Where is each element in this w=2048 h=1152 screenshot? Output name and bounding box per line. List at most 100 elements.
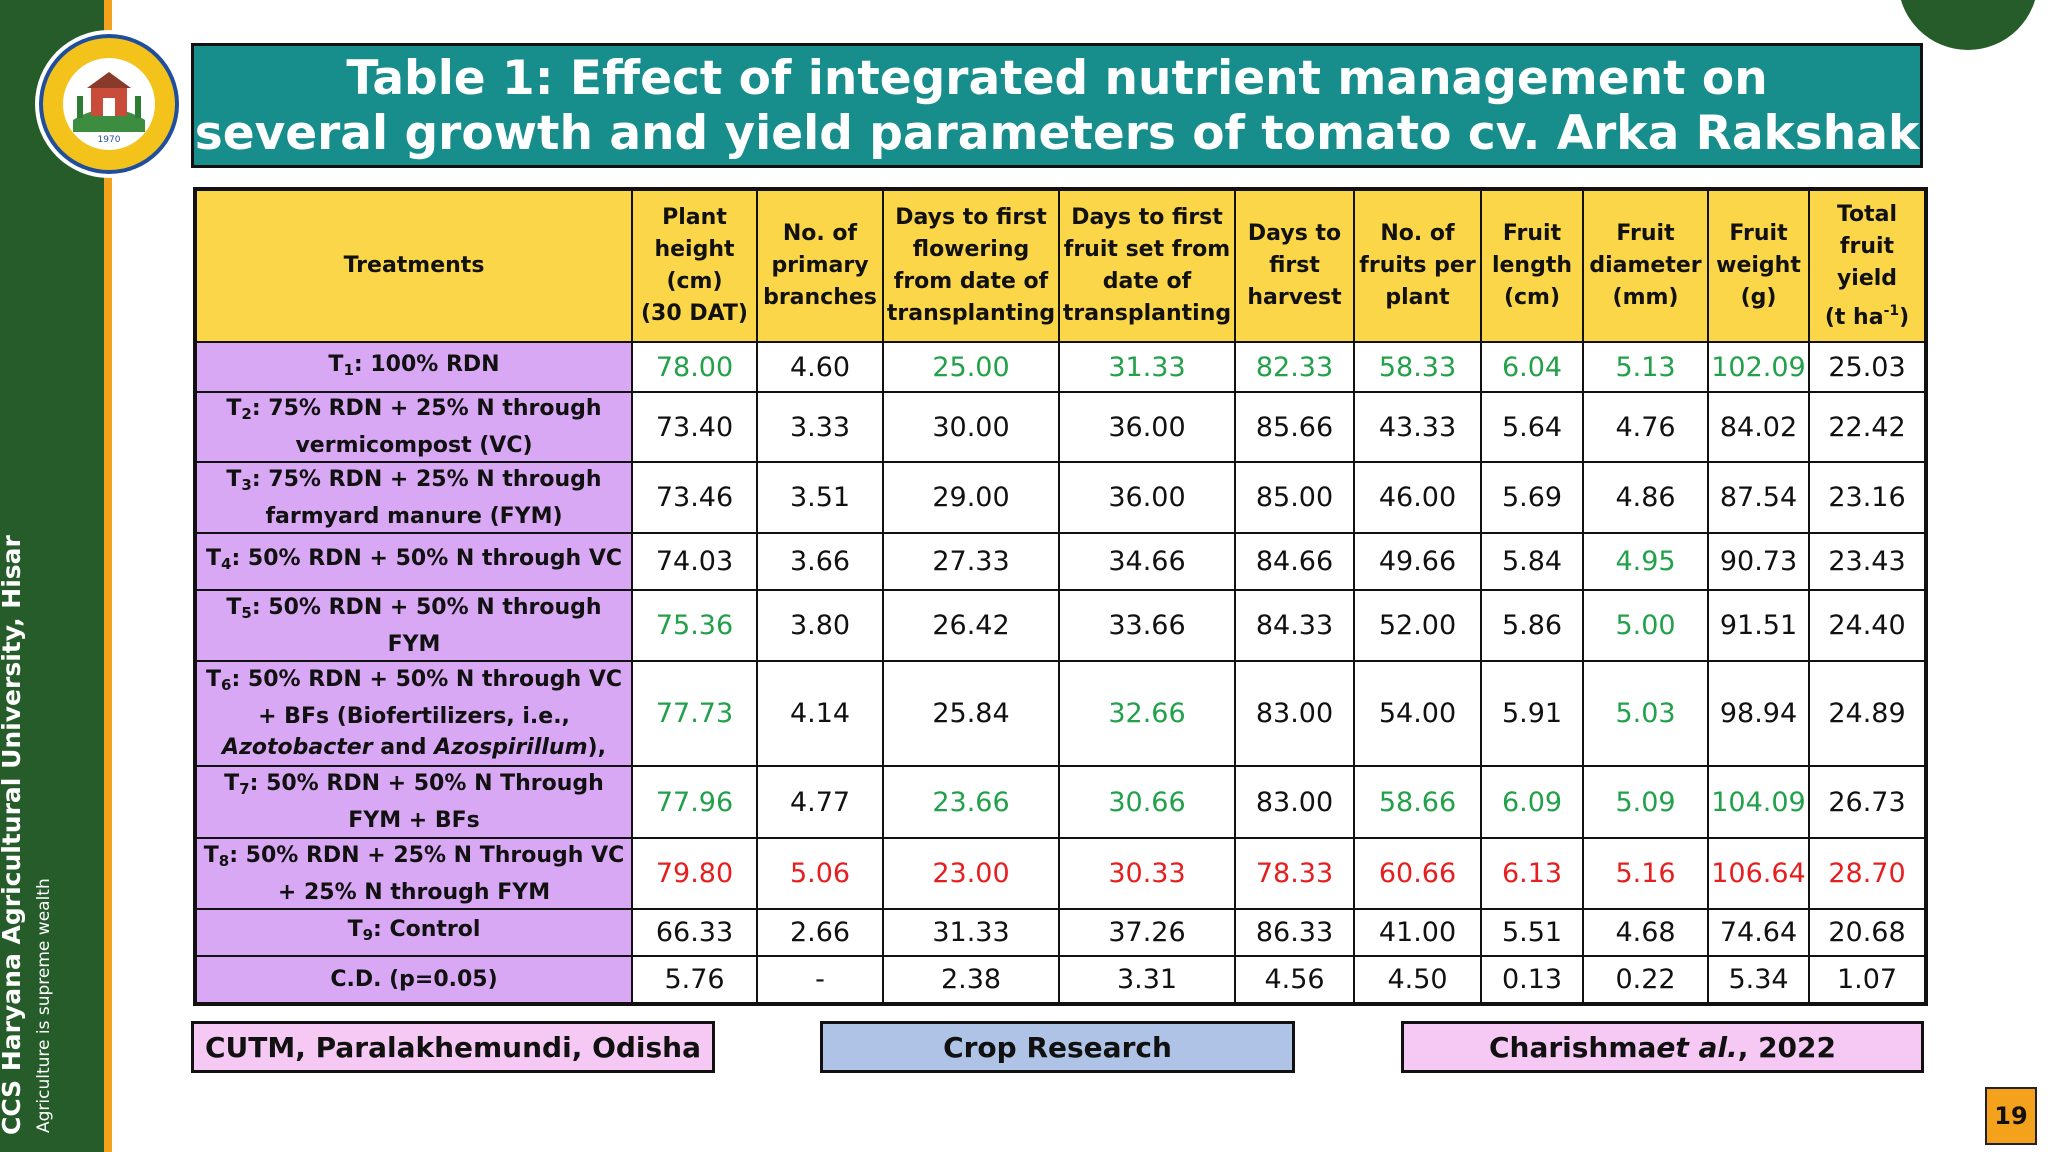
value-cell: 34.66 [1058, 532, 1236, 591]
table-row: T3: 75% RDN + 25% N through farmyard manu… [194, 461, 1927, 534]
value-cell: 23.66 [882, 765, 1060, 839]
value-cell: 49.66 [1353, 532, 1482, 591]
treatment-cell: T3: 75% RDN + 25% N through farmyard manu… [194, 461, 633, 534]
value-cell: 78.00 [631, 341, 758, 393]
value-cell: 36.00 [1058, 391, 1236, 463]
header-fruit-length: Fruit length (cm) [1480, 188, 1584, 343]
value-cell: 5.03 [1582, 660, 1709, 767]
table-row: T6: 50% RDN + 50% N through VC + BFs (Bio… [194, 660, 1927, 767]
value-cell: 29.00 [882, 461, 1060, 534]
table-row: T9: Control 66.33 2.66 31.33 37.26 86.33… [194, 908, 1927, 957]
header-days-flowering: Days to first flowering from date of transp… [882, 188, 1060, 343]
value-cell: 28.70 [1808, 837, 1927, 910]
value-cell: 86.33 [1234, 908, 1355, 957]
value-cell: 3.33 [756, 391, 884, 463]
value-cell: 41.00 [1353, 908, 1482, 957]
value-cell: 22.42 [1808, 391, 1927, 463]
treatment-cell: T2: 75% RDN + 25% N through vermicompost … [194, 391, 633, 463]
value-cell: 84.33 [1234, 589, 1355, 662]
value-cell: 52.00 [1353, 589, 1482, 662]
journal-label: Crop Research [820, 1021, 1295, 1073]
value-cell: 30.66 [1058, 765, 1236, 839]
value-cell: 5.34 [1707, 955, 1810, 1005]
value-cell: 82.33 [1234, 341, 1355, 393]
value-cell: 85.00 [1234, 461, 1355, 534]
value-cell: 85.66 [1234, 391, 1355, 463]
value-cell: 27.33 [882, 532, 1060, 591]
value-cell: 106.64 [1707, 837, 1810, 910]
value-cell: 5.13 [1582, 341, 1709, 393]
table-row: C.D. (p=0.05) 5.76 - 2.38 3.31 4.56 4.50… [194, 955, 1927, 1005]
results-table: Treatments Plant height (cm) (30 DAT) No. o… [193, 187, 1928, 1006]
header-days-fruit-set: Days to first fruit set from date of transp… [1058, 188, 1236, 343]
value-cell: 3.31 [1058, 955, 1236, 1005]
header-treatments: Treatments [194, 188, 633, 343]
value-cell: 31.33 [882, 908, 1060, 957]
institution-label: CUTM, Paralakhemundi, Odisha [191, 1021, 715, 1073]
value-cell: 3.80 [756, 589, 884, 662]
value-cell: 58.66 [1353, 765, 1482, 839]
value-cell: 74.03 [631, 532, 758, 591]
value-cell: 25.00 [882, 341, 1060, 393]
treatment-cell: T6: 50% RDN + 50% N through VC + BFs (Bio… [194, 660, 633, 767]
value-cell: 4.86 [1582, 461, 1709, 534]
value-cell: 5.76 [631, 955, 758, 1005]
value-cell: 3.51 [756, 461, 884, 534]
value-cell: 32.66 [1058, 660, 1236, 767]
header-fruit-weight: Fruit weight (g) [1707, 188, 1810, 343]
header-primary-branches: No. of primary branches [756, 188, 884, 343]
value-cell: 87.54 [1707, 461, 1810, 534]
value-cell: 24.40 [1808, 589, 1927, 662]
value-cell: 4.50 [1353, 955, 1482, 1005]
value-cell: 5.06 [756, 837, 884, 910]
value-cell: 4.60 [756, 341, 884, 393]
university-logo-icon: 1970 [35, 30, 183, 178]
value-cell: 26.73 [1808, 765, 1927, 839]
table-row: T8: 50% RDN + 25% N Through VC + 25% N th… [194, 837, 1927, 910]
value-cell: 4.68 [1582, 908, 1709, 957]
table-header-row: Treatments Plant height (cm) (30 DAT) No. o… [194, 188, 1927, 343]
table-row: T7: 50% RDN + 50% N Through FYM + BFs 77.… [194, 765, 1927, 839]
value-cell: 58.33 [1353, 341, 1482, 393]
value-cell: 74.64 [1707, 908, 1810, 957]
value-cell: 46.00 [1353, 461, 1482, 534]
value-cell: 30.33 [1058, 837, 1236, 910]
value-cell: 30.00 [882, 391, 1060, 463]
table-row: T1: 100% RDN 78.00 4.60 25.00 31.33 82.3… [194, 341, 1927, 393]
value-cell: 75.36 [631, 589, 758, 662]
value-cell: 37.26 [1058, 908, 1236, 957]
value-cell: 91.51 [1707, 589, 1810, 662]
header-fruit-diameter: Fruit diameter (mm) [1582, 188, 1709, 343]
value-cell: 4.14 [756, 660, 884, 767]
value-cell: 66.33 [631, 908, 758, 957]
value-cell: 24.89 [1808, 660, 1927, 767]
value-cell: 4.56 [1234, 955, 1355, 1005]
value-cell: 73.46 [631, 461, 758, 534]
value-cell: 6.09 [1480, 765, 1584, 839]
value-cell: 77.96 [631, 765, 758, 839]
value-cell: 2.66 [756, 908, 884, 957]
value-cell: 4.76 [1582, 391, 1709, 463]
value-cell: 5.86 [1480, 589, 1584, 662]
table-row: T5: 50% RDN + 50% N through FYM 75.36 3.8… [194, 589, 1927, 662]
treatment-cell: C.D. (p=0.05) [194, 955, 633, 1005]
value-cell: 102.09 [1707, 341, 1810, 393]
university-name: CCS Haryana Agricultural University, His… [0, 535, 26, 1135]
value-cell: 6.13 [1480, 837, 1584, 910]
sidebar [0, 0, 104, 1152]
value-cell: 98.94 [1707, 660, 1810, 767]
value-cell: 77.73 [631, 660, 758, 767]
value-cell: 90.73 [1707, 532, 1810, 591]
title-line-1: Table 1: Effect of integrated nutrient m… [346, 50, 1768, 106]
value-cell: 73.40 [631, 391, 758, 463]
treatment-cell: T4: 50% RDN + 50% N through VC [194, 532, 633, 591]
value-cell: 5.00 [1582, 589, 1709, 662]
treatment-cell: T1: 100% RDN [194, 341, 633, 393]
value-cell: 79.80 [631, 837, 758, 910]
value-cell: 25.84 [882, 660, 1060, 767]
value-cell: 6.04 [1480, 341, 1584, 393]
value-cell: 78.33 [1234, 837, 1355, 910]
title-line-2: several growth and yield parameters of t… [194, 105, 1920, 161]
slide-title: Table 1: Effect of integrated nutrient m… [191, 43, 1923, 168]
value-cell: 60.66 [1353, 837, 1482, 910]
